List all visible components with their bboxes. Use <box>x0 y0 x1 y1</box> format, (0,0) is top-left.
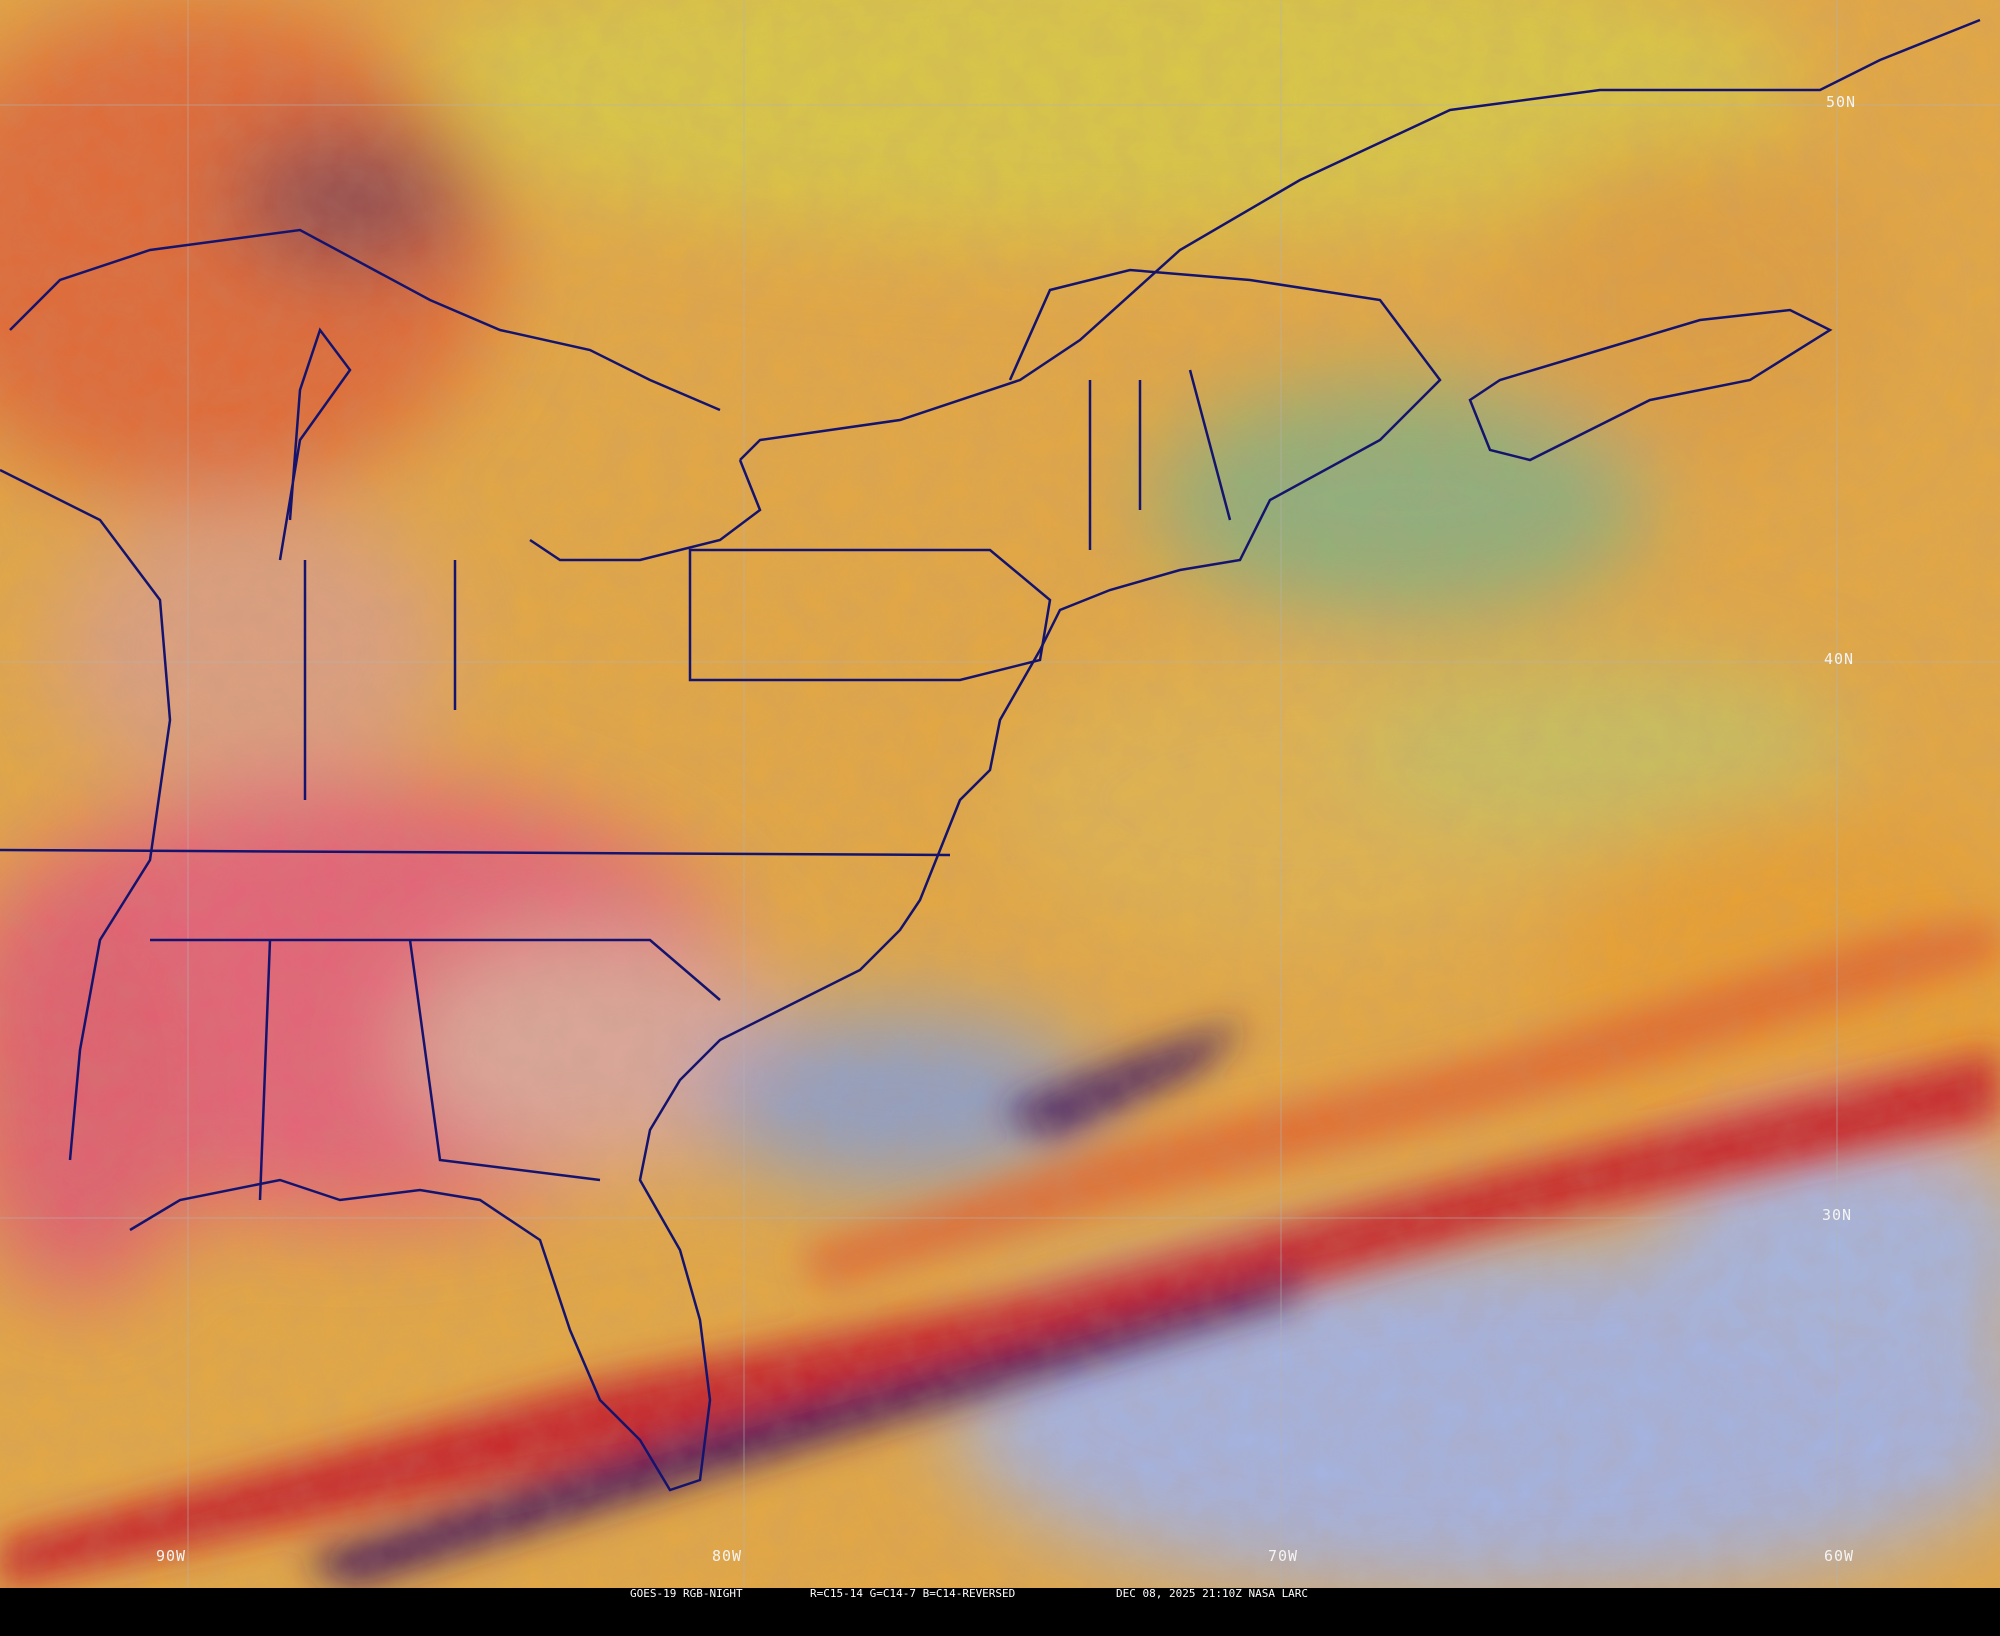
lat-label-40n: 40N <box>1824 650 1855 668</box>
caption-channels: R=C15-14 G=C14-7 B=C14-REVERSED <box>810 1587 1016 1600</box>
lat-label-30n: 30N <box>1822 1206 1853 1224</box>
caption-datetime: DEC 08, 2025 21:10Z NASA LARC <box>1116 1587 1309 1600</box>
caption-satellite: GOES-19 RGB-NIGHT <box>630 1587 743 1600</box>
lon-label-70w: 70W <box>1268 1547 1299 1565</box>
political-boundaries <box>0 18 1981 1492</box>
lat-label-50n: 50N <box>1826 93 1857 111</box>
gridlines <box>0 0 2000 1588</box>
satellite-image <box>0 0 2000 1588</box>
lon-label-80w: 80W <box>712 1547 743 1565</box>
caption-bar: GOES-19 RGB-NIGHT R=C15-14 G=C14-7 B=C14… <box>0 1588 2000 1600</box>
lon-label-60w: 60W <box>1824 1547 1855 1565</box>
lon-label-90w: 90W <box>156 1547 187 1565</box>
